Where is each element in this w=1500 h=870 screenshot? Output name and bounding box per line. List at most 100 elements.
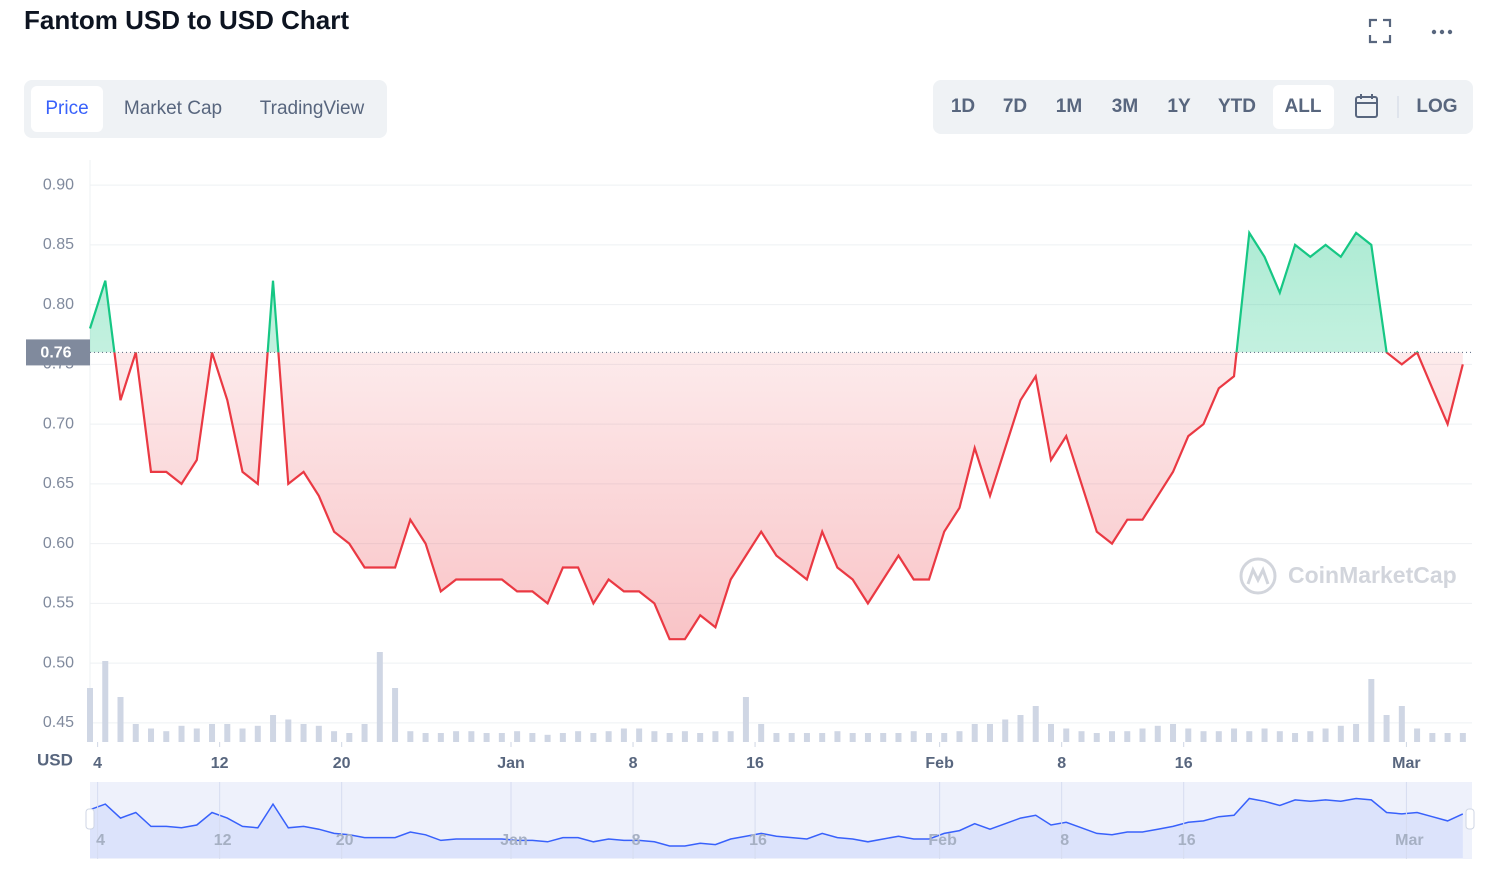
y-tick-label: 0.85 <box>43 236 74 253</box>
volume-bar <box>1093 733 1100 742</box>
volume-bar <box>925 733 932 742</box>
volume-bar <box>727 731 734 742</box>
price-area-up <box>90 232 1418 353</box>
volume-bar <box>910 731 917 742</box>
range-bar <box>933 80 1473 134</box>
volume-bar <box>1444 733 1451 742</box>
volume-bar <box>788 733 795 742</box>
volume-bar <box>529 733 536 742</box>
volume-bar <box>1200 731 1207 742</box>
volume-bar <box>361 724 368 742</box>
fullscreen-button[interactable] <box>1368 18 1392 44</box>
volume-bar <box>1353 724 1360 742</box>
volume-bar <box>895 733 902 742</box>
volume-bar <box>620 728 627 742</box>
navigator-tick-label: 12 <box>214 832 232 849</box>
tab[interactable]: Price <box>45 98 88 119</box>
tab[interactable]: Market Cap <box>124 98 222 119</box>
volume-bar <box>1337 725 1344 742</box>
volume-bar <box>1047 724 1054 742</box>
volume-bar <box>1032 706 1039 742</box>
volume-bar <box>712 731 719 742</box>
navigator-tick-label: 8 <box>1060 832 1069 849</box>
y-tick-label: 0.90 <box>43 176 74 193</box>
volume-bar <box>880 733 887 742</box>
navigator-tick-label: 4 <box>96 832 105 849</box>
volume-bar <box>239 728 246 742</box>
x-tick-label: 16 <box>1175 755 1193 772</box>
volume-bar <box>117 697 124 742</box>
volume-bar <box>575 731 582 742</box>
navigator-handle[interactable] <box>1465 808 1475 830</box>
calendar-button[interactable] <box>1355 94 1378 118</box>
range-button[interactable]: 1D <box>951 96 975 117</box>
navigator-area <box>90 798 1463 858</box>
volume-bar <box>605 731 612 742</box>
navigator-tick-label: 16 <box>749 832 767 849</box>
watermark-text: CoinMarketCap <box>1288 562 1457 588</box>
active-tab <box>31 86 103 132</box>
volume-bar <box>773 733 780 742</box>
volume-bar <box>1398 706 1405 742</box>
volume-bar <box>864 733 871 742</box>
volume-bar <box>1459 733 1466 742</box>
volume-bar <box>483 733 490 742</box>
x-tick-label: Feb <box>925 755 954 772</box>
range-button[interactable]: 1M <box>1056 96 1082 117</box>
volume-bar <box>1139 728 1146 742</box>
volume-bar <box>666 733 673 742</box>
volume-bar <box>1414 728 1421 742</box>
volume-bar <box>270 715 277 742</box>
tab-bar <box>24 80 387 138</box>
range-button[interactable]: 3M <box>1112 96 1138 117</box>
tab[interactable]: TradingView <box>260 98 365 119</box>
volume-bar <box>1170 724 1177 742</box>
volume-bar <box>742 697 749 742</box>
x-tick-label: 20 <box>333 755 351 772</box>
navigator-tick-label: 16 <box>1178 832 1196 849</box>
volume-bar <box>697 733 704 742</box>
volume-bar <box>392 688 399 742</box>
volume-bar <box>1368 679 1375 742</box>
chart-title: Fantom USD to USD Chart <box>24 5 349 35</box>
watermark: CoinMarketCap <box>1239 557 1457 595</box>
range-button[interactable]: 7D <box>1003 96 1027 117</box>
volume-bar <box>758 724 765 742</box>
volume-bar <box>514 731 521 742</box>
navigator-tick-label: 8 <box>632 832 641 849</box>
volume-bar <box>1276 731 1283 742</box>
volume-bar <box>1185 728 1192 742</box>
volume-bar <box>1292 733 1299 742</box>
range-button[interactable]: YTD <box>1218 96 1256 117</box>
more-button[interactable] <box>1431 29 1453 35</box>
y-tick-label: 0.80 <box>43 296 74 313</box>
volume-bar <box>819 733 826 742</box>
volume-bar <box>1124 731 1131 742</box>
volume-bar <box>285 719 292 742</box>
y-tick-label: 0.60 <box>43 535 74 552</box>
volume-bar <box>132 724 139 742</box>
current-price-badge <box>26 339 90 366</box>
volume-bar <box>1215 731 1222 742</box>
volume-bar <box>1154 725 1161 742</box>
volume-bar <box>803 733 810 742</box>
volume-bar <box>1307 731 1314 742</box>
volume-bar <box>986 724 993 742</box>
volume-bar <box>1063 728 1070 742</box>
volume-bar <box>956 731 963 742</box>
navigator-line <box>89 797 1464 847</box>
navigator-handle[interactable] <box>85 808 95 830</box>
active-range <box>1273 85 1334 129</box>
log-button[interactable]: LOG <box>1416 96 1457 117</box>
range-button[interactable]: ALL <box>1285 96 1322 117</box>
price-line-down <box>113 352 1464 641</box>
volume-bar <box>1231 728 1238 742</box>
volume-bar <box>422 733 429 742</box>
volume-bar <box>1246 731 1253 742</box>
volume-bar <box>102 661 109 742</box>
range-button[interactable]: 1Y <box>1167 96 1191 117</box>
volume-bar <box>849 733 856 742</box>
volume-bar <box>178 725 185 742</box>
volume-bar <box>1002 719 1009 742</box>
